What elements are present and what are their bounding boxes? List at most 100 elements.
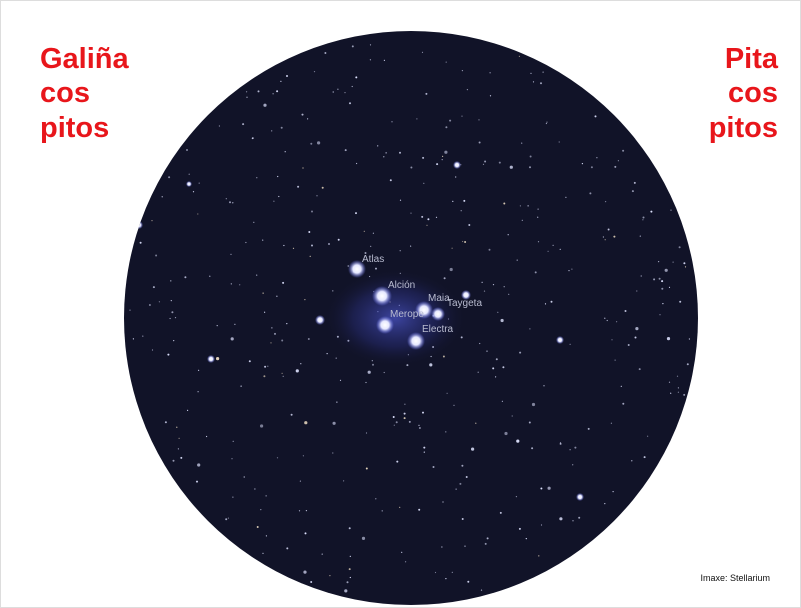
star: [277, 457, 278, 458]
star: [445, 578, 446, 579]
star: [276, 296, 277, 297]
star: [297, 186, 299, 188]
star: [418, 509, 420, 511]
star: [673, 262, 674, 263]
star: [350, 556, 351, 557]
star: [508, 294, 509, 295]
star: [347, 581, 349, 583]
star: [621, 386, 622, 387]
star: [282, 373, 283, 374]
bright-star: [315, 315, 325, 325]
star: [336, 402, 337, 403]
star: [283, 376, 284, 377]
star: [456, 489, 457, 490]
star: [442, 501, 443, 502]
star: [588, 428, 590, 430]
star: [400, 250, 401, 251]
star: [532, 403, 535, 406]
star: [425, 93, 427, 95]
star: [258, 90, 260, 92]
star: [613, 236, 615, 238]
star: [306, 510, 307, 511]
star: [365, 382, 366, 383]
star: [206, 436, 207, 437]
star: [614, 166, 616, 168]
star: [286, 323, 287, 324]
star: [479, 142, 481, 144]
star: [333, 91, 334, 92]
star: [370, 246, 371, 247]
star: [444, 277, 446, 279]
star: [394, 425, 395, 426]
star: [229, 201, 231, 203]
star: [422, 412, 424, 414]
star: [304, 299, 305, 300]
star: [442, 159, 443, 160]
star: [436, 163, 438, 165]
star: [512, 415, 513, 416]
star: [228, 518, 229, 519]
star: [589, 192, 591, 194]
star: [253, 222, 254, 223]
star: [140, 242, 142, 244]
star: [596, 157, 597, 158]
star: [659, 278, 661, 280]
star: [540, 488, 542, 490]
star: [461, 210, 462, 211]
bright-star: [576, 493, 584, 501]
star: [510, 166, 513, 169]
star: [478, 372, 479, 373]
star: [467, 89, 468, 90]
star: [490, 95, 491, 96]
star: [246, 91, 247, 92]
star: [308, 231, 310, 233]
star: [159, 301, 160, 302]
star: [551, 301, 553, 303]
star: [625, 310, 627, 312]
star: [613, 491, 614, 492]
star: [670, 210, 671, 211]
star: [433, 466, 435, 468]
star: [304, 421, 307, 424]
star: [605, 201, 606, 202]
star: [273, 201, 274, 202]
star: [310, 256, 311, 257]
star: [302, 114, 304, 116]
star-label: Atlas: [362, 254, 384, 265]
star: [545, 303, 546, 304]
star: [475, 423, 476, 424]
star: [482, 282, 483, 283]
star: [280, 81, 281, 82]
star: [264, 312, 265, 313]
star-label: Electra: [422, 324, 454, 335]
star: [231, 283, 232, 284]
star: [355, 212, 357, 214]
star: [252, 137, 254, 139]
star: [142, 336, 143, 337]
star: [422, 157, 424, 159]
star: [537, 217, 538, 218]
star: [658, 261, 659, 262]
star: [245, 242, 246, 243]
star: [572, 464, 573, 465]
star: [186, 149, 188, 151]
star: [546, 122, 547, 123]
star: [461, 336, 463, 338]
star: [165, 421, 167, 423]
star: [324, 52, 326, 54]
star: [226, 198, 227, 199]
star: [375, 268, 377, 270]
star: [533, 81, 534, 82]
star: [503, 203, 505, 205]
star: [640, 236, 641, 237]
star: [362, 537, 365, 540]
star: [642, 219, 643, 220]
star: [286, 547, 288, 549]
star: [450, 268, 453, 271]
star: [267, 366, 268, 367]
star: [653, 278, 655, 280]
star: [171, 300, 172, 301]
star: [461, 465, 463, 467]
star: [184, 276, 186, 278]
star: [560, 249, 561, 250]
